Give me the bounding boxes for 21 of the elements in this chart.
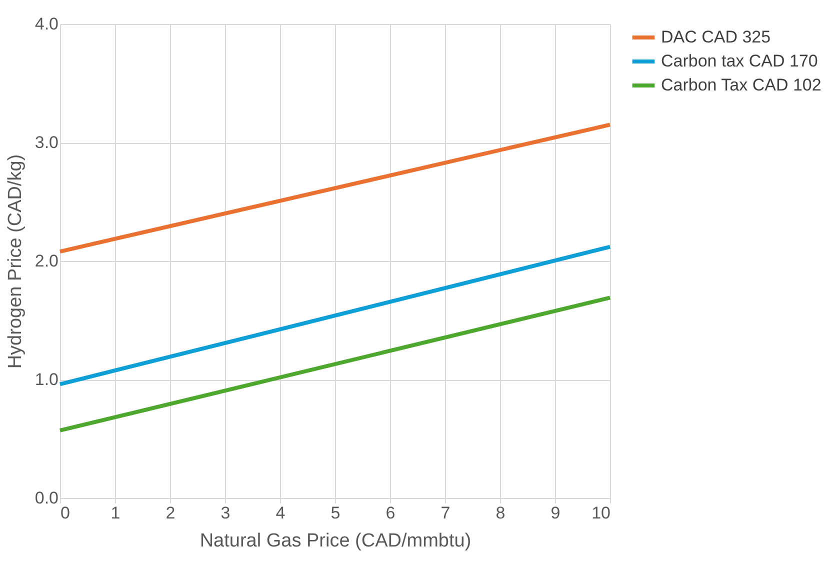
x-tick-label: 3 bbox=[220, 504, 230, 522]
x-tick-label: 0 bbox=[60, 504, 70, 522]
x-tick-label: 4 bbox=[276, 504, 286, 522]
legend-label: Carbon tax CAD 170 bbox=[661, 52, 818, 70]
y-tick-label: 2.0 bbox=[34, 252, 58, 270]
legend-label: DAC CAD 325 bbox=[661, 28, 771, 46]
x-tick-label: 10 bbox=[592, 504, 610, 522]
legend-label: Carbon Tax CAD 102 bbox=[661, 76, 822, 94]
y-tick-label: 0.0 bbox=[34, 488, 58, 508]
x-tick-label: 2 bbox=[166, 504, 176, 522]
x-tick-label: 1 bbox=[110, 504, 120, 522]
x-tick-label: 5 bbox=[330, 504, 340, 522]
y-tick-label: 3.0 bbox=[34, 133, 58, 152]
y-tick-label: 1.0 bbox=[34, 370, 58, 389]
x-tick-label: 7 bbox=[440, 504, 450, 522]
y-axis-title: Hydrogen Price (CAD/kg) bbox=[4, 154, 26, 369]
x-tick-label: 8 bbox=[496, 504, 506, 522]
y-tick-label: 4.0 bbox=[34, 14, 58, 34]
x-tick-label: 9 bbox=[550, 504, 560, 522]
x-tick-label: 6 bbox=[386, 504, 396, 522]
x-axis-title: Natural Gas Price (CAD/mmbtu) bbox=[200, 530, 472, 552]
